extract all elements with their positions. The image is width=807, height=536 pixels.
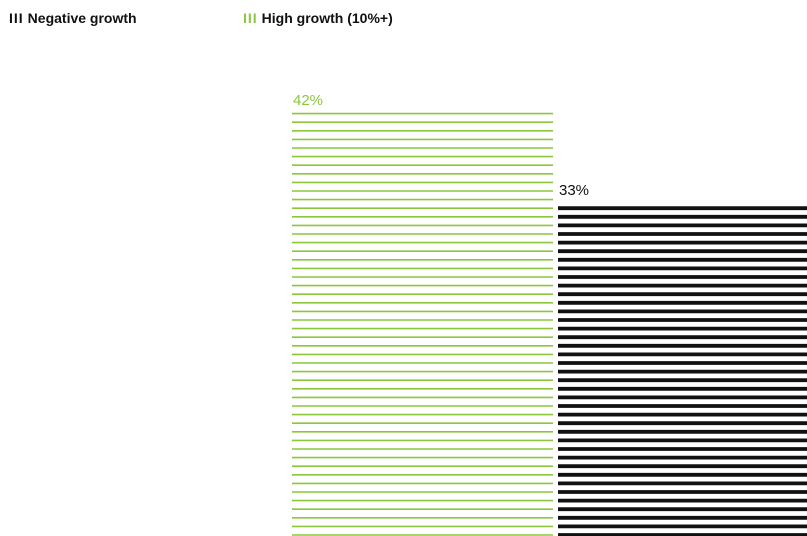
- legend-swatch-negative-growth: III: [9, 10, 24, 26]
- legend-label-negative-growth: Negative growth: [27, 10, 137, 26]
- chart-legend: III Negative growth III High growth (10%…: [0, 8, 807, 28]
- bar-value-label-negative-growth: 33%: [559, 182, 589, 199]
- legend-item-high-growth: III High growth (10%+): [243, 8, 393, 28]
- legend-item-negative-growth: III Negative growth: [9, 8, 137, 28]
- legend-swatch-high-growth: III: [243, 10, 258, 26]
- bar-value-label-high-growth: 42%: [293, 92, 323, 109]
- legend-label-high-growth: High growth (10%+): [261, 10, 393, 26]
- bars-group: [292, 112, 807, 536]
